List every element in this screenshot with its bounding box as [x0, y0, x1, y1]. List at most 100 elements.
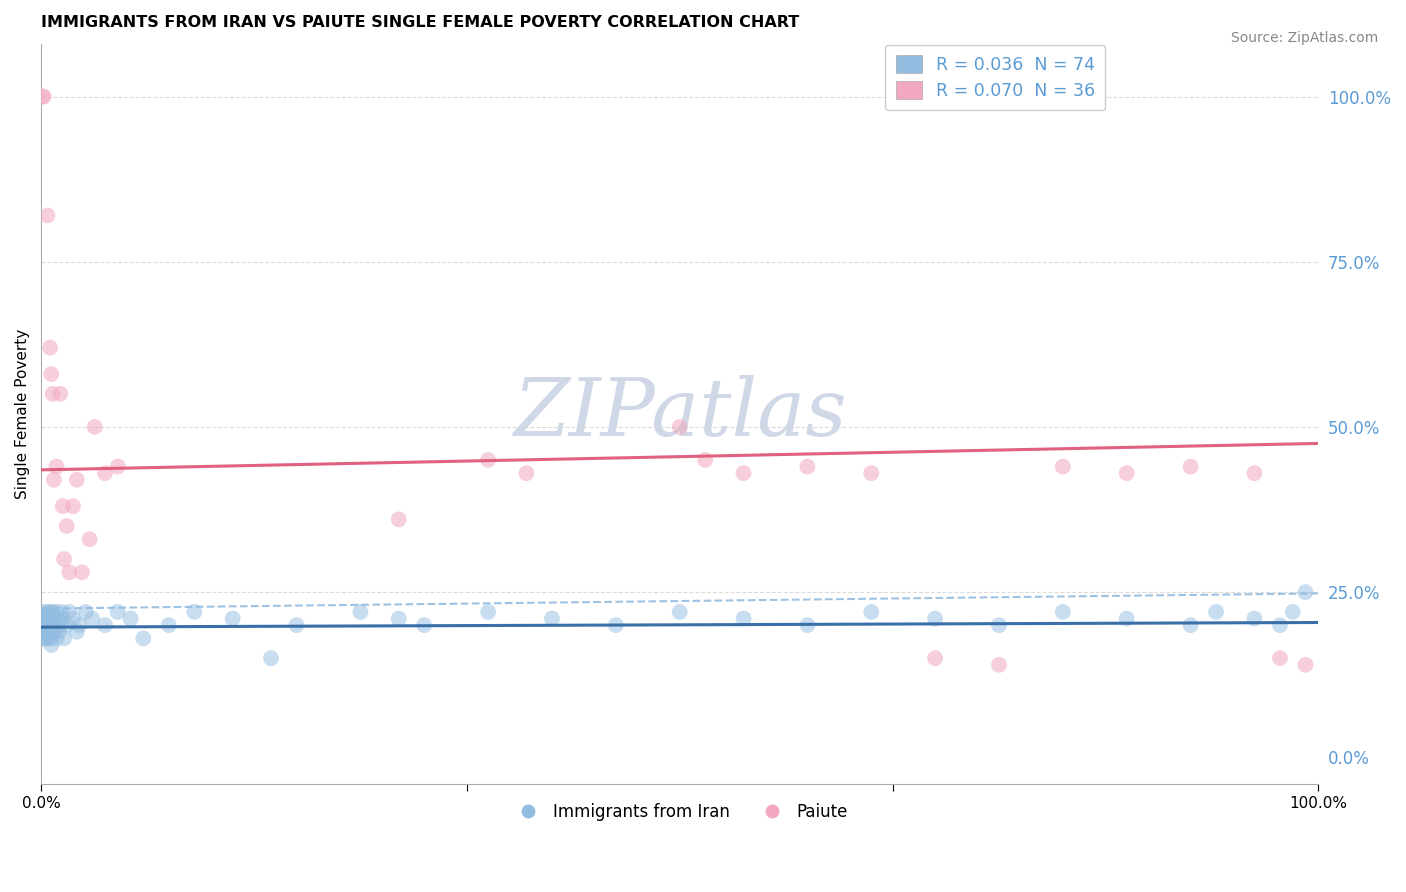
- Text: IMMIGRANTS FROM IRAN VS PAIUTE SINGLE FEMALE POVERTY CORRELATION CHART: IMMIGRANTS FROM IRAN VS PAIUTE SINGLE FE…: [41, 15, 800, 30]
- Point: [42, 624, 65, 639]
- Point: [1115, 466, 1137, 480]
- Point: [32, 618, 55, 632]
- Point: [668, 605, 690, 619]
- Y-axis label: Single Female Poverty: Single Female Poverty: [15, 328, 30, 499]
- Point: [107, 459, 129, 474]
- Point: [924, 651, 946, 665]
- Point: [668, 420, 690, 434]
- Point: [41, 638, 63, 652]
- Point: [388, 611, 411, 625]
- Point: [388, 512, 411, 526]
- Point: [733, 466, 755, 480]
- Point: [132, 632, 155, 646]
- Point: [41, 367, 63, 381]
- Point: [49, 387, 72, 401]
- Point: [695, 453, 717, 467]
- Point: [58, 566, 80, 580]
- Text: Source: ZipAtlas.com: Source: ZipAtlas.com: [1230, 31, 1378, 45]
- Point: [62, 611, 84, 625]
- Point: [1180, 459, 1202, 474]
- Point: [35, 618, 58, 632]
- Point: [1243, 466, 1265, 480]
- Point: [1295, 585, 1317, 599]
- Point: [55, 519, 77, 533]
- Text: ZIPatlas: ZIPatlas: [513, 375, 846, 452]
- Point: [52, 499, 75, 513]
- Point: [1205, 605, 1227, 619]
- Point: [1268, 651, 1291, 665]
- Point: [157, 618, 180, 632]
- Point: [34, 632, 56, 646]
- Point: [37, 605, 59, 619]
- Point: [285, 618, 308, 632]
- Point: [46, 611, 69, 625]
- Point: [796, 459, 818, 474]
- Point: [1115, 611, 1137, 625]
- Point: [37, 618, 59, 632]
- Point: [38, 624, 60, 639]
- Point: [41, 624, 63, 639]
- Point: [42, 611, 65, 625]
- Point: [94, 618, 117, 632]
- Point: [39, 341, 62, 355]
- Point: [44, 618, 66, 632]
- Point: [48, 624, 70, 639]
- Point: [515, 466, 537, 480]
- Point: [62, 499, 84, 513]
- Point: [31, 89, 53, 103]
- Point: [94, 466, 117, 480]
- Point: [120, 611, 142, 625]
- Point: [1243, 611, 1265, 625]
- Point: [860, 605, 883, 619]
- Point: [32, 605, 55, 619]
- Point: [35, 611, 58, 625]
- Point: [45, 605, 67, 619]
- Point: [924, 611, 946, 625]
- Point: [35, 624, 58, 639]
- Point: [34, 611, 56, 625]
- Point: [38, 611, 60, 625]
- Point: [53, 552, 76, 566]
- Point: [42, 473, 65, 487]
- Point: [66, 473, 89, 487]
- Point: [31, 611, 53, 625]
- Point: [733, 611, 755, 625]
- Point: [32, 632, 55, 646]
- Point: [260, 651, 283, 665]
- Point: [66, 624, 89, 639]
- Point: [51, 605, 73, 619]
- Point: [41, 387, 63, 401]
- Point: [221, 611, 243, 625]
- Point: [183, 605, 205, 619]
- Point: [988, 618, 1011, 632]
- Point: [79, 533, 101, 547]
- Point: [605, 618, 627, 632]
- Point: [75, 605, 97, 619]
- Point: [1180, 618, 1202, 632]
- Point: [39, 618, 62, 632]
- Point: [477, 605, 499, 619]
- Point: [541, 611, 564, 625]
- Point: [1268, 618, 1291, 632]
- Point: [37, 632, 59, 646]
- Point: [52, 611, 75, 625]
- Point: [82, 611, 104, 625]
- Point: [49, 618, 72, 632]
- Point: [349, 605, 371, 619]
- Point: [34, 618, 56, 632]
- Point: [988, 657, 1011, 672]
- Point: [53, 632, 76, 646]
- Point: [39, 632, 62, 646]
- Legend: Immigrants from Iran, Paiute: Immigrants from Iran, Paiute: [505, 796, 855, 827]
- Point: [37, 209, 59, 223]
- Point: [1281, 605, 1303, 619]
- Point: [45, 459, 67, 474]
- Point: [413, 618, 436, 632]
- Point: [1052, 459, 1074, 474]
- Point: [39, 605, 62, 619]
- Point: [860, 466, 883, 480]
- Point: [41, 618, 63, 632]
- Point: [1052, 605, 1074, 619]
- Point: [41, 605, 63, 619]
- Point: [58, 605, 80, 619]
